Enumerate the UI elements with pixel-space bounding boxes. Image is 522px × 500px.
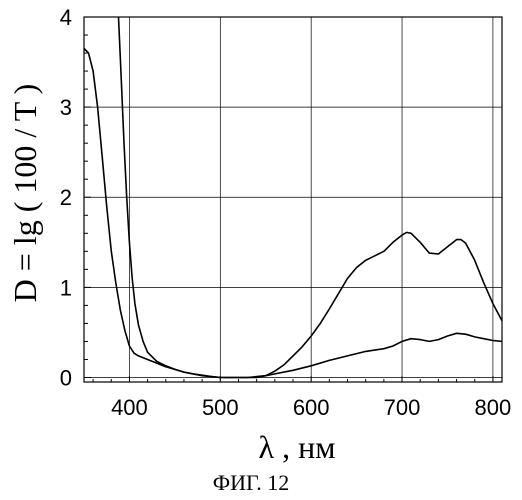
axis-ticks xyxy=(84,17,493,382)
x-tick-labels: 400 500 600 700 800 xyxy=(111,395,511,420)
y-tick-label: 0 xyxy=(60,365,72,390)
x-tick-label: 800 xyxy=(475,395,512,420)
y-tick-label: 1 xyxy=(60,275,72,300)
x-tick-label: 500 xyxy=(202,395,239,420)
y-tick-labels: 0 1 2 3 4 xyxy=(60,5,72,390)
y-tick-label: 2 xyxy=(60,185,72,210)
y-axis-title: D = lg ( 100 / T ) xyxy=(7,84,43,303)
plot-frame xyxy=(84,17,502,382)
y-tick-label: 4 xyxy=(60,5,72,30)
x-axis-title: λ , нм xyxy=(259,429,336,465)
grid-lines xyxy=(84,17,502,382)
x-tick-label: 700 xyxy=(384,395,421,420)
x-tick-label: 600 xyxy=(293,395,330,420)
y-tick-label: 3 xyxy=(60,95,72,120)
figure-caption: ФИГ. 12 xyxy=(213,470,290,495)
series-line-1 xyxy=(84,49,502,378)
x-tick-label: 400 xyxy=(111,395,148,420)
